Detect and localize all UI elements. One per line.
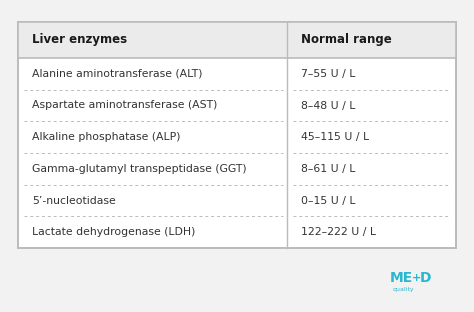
Text: Gamma-glutamyl transpeptidase (GGT): Gamma-glutamyl transpeptidase (GGT) [32,164,246,174]
Text: +: + [412,273,421,283]
Text: ME: ME [390,271,413,285]
Text: 45–115 U / L: 45–115 U / L [301,132,370,142]
Text: Alanine aminotransferase (ALT): Alanine aminotransferase (ALT) [32,69,202,79]
Text: Lactate dehydrogenase (LDH): Lactate dehydrogenase (LDH) [32,227,195,237]
Text: 8–48 U / L: 8–48 U / L [301,100,356,110]
Text: D: D [420,271,431,285]
Text: 5’-nucleotidase: 5’-nucleotidase [32,196,116,206]
Text: Aspartate aminotransferase (AST): Aspartate aminotransferase (AST) [32,100,218,110]
Bar [18,22,456,58]
Text: Liver enzymes: Liver enzymes [32,33,127,46]
Bar [18,22,456,248]
Text: Normal range: Normal range [301,33,392,46]
Text: 122–222 U / L: 122–222 U / L [301,227,376,237]
Text: quality: quality [393,286,415,291]
Text: 0–15 U / L: 0–15 U / L [301,196,356,206]
Text: 8–61 U / L: 8–61 U / L [301,164,356,174]
Text: Alkaline phosphatase (ALP): Alkaline phosphatase (ALP) [32,132,181,142]
Text: 7–55 U / L: 7–55 U / L [301,69,356,79]
